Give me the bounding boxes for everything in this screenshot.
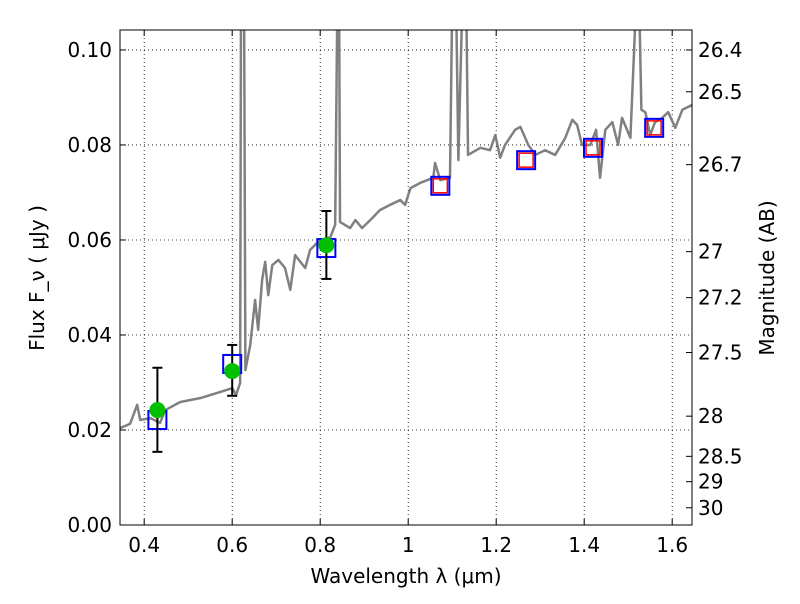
model-red-square	[432, 178, 449, 194]
y-tick-label: 0.10	[67, 38, 112, 62]
right-tick-label: 26.4	[698, 38, 743, 62]
model-blue-square	[430, 175, 451, 196]
plot-area	[120, 30, 692, 453]
plot-frame	[119, 29, 693, 526]
x-tick-label: 1.4	[568, 533, 600, 557]
model-blue-square	[516, 150, 537, 171]
right-tick-label: 27.2	[698, 286, 743, 310]
x-axis-label: Wavelength λ (μm)	[310, 564, 501, 588]
plot-content	[120, 30, 692, 453]
x-tick-label: 1.6	[656, 533, 688, 557]
y-axis-label: Flux F_ν ( μJy )	[25, 205, 49, 351]
y-tick-label: 0.02	[67, 418, 112, 442]
y-tick-label: 0.00	[67, 513, 112, 537]
right-tick-label: 30	[698, 496, 723, 520]
spectrum-line	[120, 30, 692, 430]
model-blue-square	[644, 117, 665, 138]
axes: 0.4 0.6 0.8 1 1.2 1.4 1.6 0.00 0.02 0.04 0.06 0.08 0…	[67, 30, 743, 557]
x-tick-label: 0.8	[304, 533, 336, 557]
model-red-square	[518, 152, 534, 168]
model-red-square	[585, 140, 601, 156]
right-axis-label: Magnitude (AB)	[755, 200, 779, 355]
model-blue-square	[583, 137, 603, 158]
right-tick-label: 29	[698, 470, 723, 494]
right-tick-label: 26.5	[698, 80, 743, 104]
x-tick-label: 0.4	[128, 533, 160, 557]
observed-point	[318, 237, 335, 254]
right-tick-label: 28.5	[698, 444, 743, 468]
y-tick-label: 0.08	[67, 133, 112, 157]
model-red-square	[646, 120, 662, 136]
right-tick-label: 28	[698, 404, 723, 428]
y-tick-label: 0.04	[67, 323, 112, 347]
x-tick-label: 0.6	[216, 533, 248, 557]
y-tick-label: 0.06	[67, 228, 112, 252]
x-tick-label: 1.2	[480, 533, 512, 557]
right-tick-label: 27.5	[698, 341, 743, 365]
x-tick-label: 1	[402, 533, 415, 557]
right-tick-label: 26.7	[698, 153, 743, 177]
right-tick-label: 27	[698, 240, 723, 264]
grid	[120, 30, 692, 526]
observed-point	[224, 363, 241, 380]
observed-point	[149, 402, 166, 419]
